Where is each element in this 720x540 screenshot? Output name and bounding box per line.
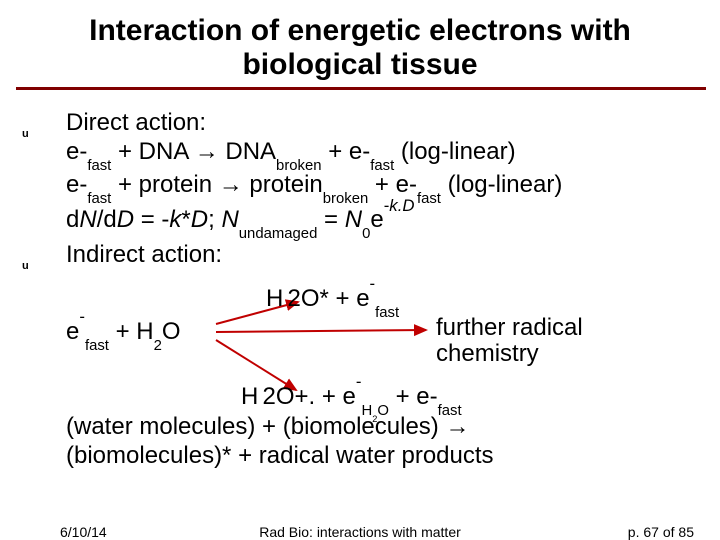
- diagram-product-right: further radical chemistry: [436, 315, 583, 369]
- direct-action-line-3: dN/dD = -k*D; Nundamaged = N0e-k.D: [66, 203, 698, 238]
- bullet-marker: u: [22, 108, 66, 144]
- further-line-1: further radical: [436, 314, 583, 341]
- title-line-1: Interaction of energetic electrons with: [89, 14, 631, 47]
- bullet-content: Indirect action: e-fast + H2O H 2O* + e-…: [66, 240, 698, 470]
- indirect-action-label: Indirect action:: [66, 240, 698, 269]
- direct-action-label: Direct action:: [66, 108, 698, 137]
- further-line-2: chemistry: [436, 340, 539, 367]
- diagram-reactant: e-fast + H2O: [66, 315, 181, 350]
- direct-action-line-1: e-fast + DNA → DNAbroken + e-fast (log-l…: [66, 137, 698, 170]
- page-of: of: [659, 524, 678, 540]
- diagram-product-bottom: H 2O+. + e-H2O + e-fast: [241, 380, 462, 417]
- bullet-glyph: u: [22, 128, 29, 140]
- footer-page: p. 67 of 85: [628, 524, 694, 540]
- page-total: 85: [678, 524, 694, 540]
- tail-line-2: (biomolecules)* + radical water products: [66, 441, 698, 470]
- direct-action-line-2: e-fast + protein → proteinbroken + e-fas…: [66, 170, 698, 203]
- bullet-marker: u: [22, 240, 66, 276]
- bullet-glyph: u: [22, 260, 29, 272]
- slide-title: Interaction of energetic electrons with …: [22, 14, 698, 81]
- bullet-direct-action: u Direct action: e-fast + DNA → DNAbroke…: [22, 108, 698, 238]
- bullet-indirect-action: u Indirect action: e-fast + H2O H 2O* + …: [22, 240, 698, 470]
- page-prefix: p.: [628, 524, 644, 540]
- page-current: 67: [643, 524, 659, 540]
- bullet-content: Direct action: e-fast + DNA → DNAbroken …: [66, 108, 698, 238]
- diagram-product-top: H 2O* + e-fast: [266, 282, 399, 317]
- indirect-diagram: e-fast + H2O H 2O* + e-fast further radi…: [66, 272, 698, 412]
- slide-body: u Direct action: e-fast + DNA → DNAbroke…: [22, 90, 698, 470]
- slide: Interaction of energetic electrons with …: [0, 0, 720, 540]
- title-line-2: biological tissue: [242, 48, 477, 81]
- footer-center: Rad Bio: interactions with matter: [0, 524, 720, 540]
